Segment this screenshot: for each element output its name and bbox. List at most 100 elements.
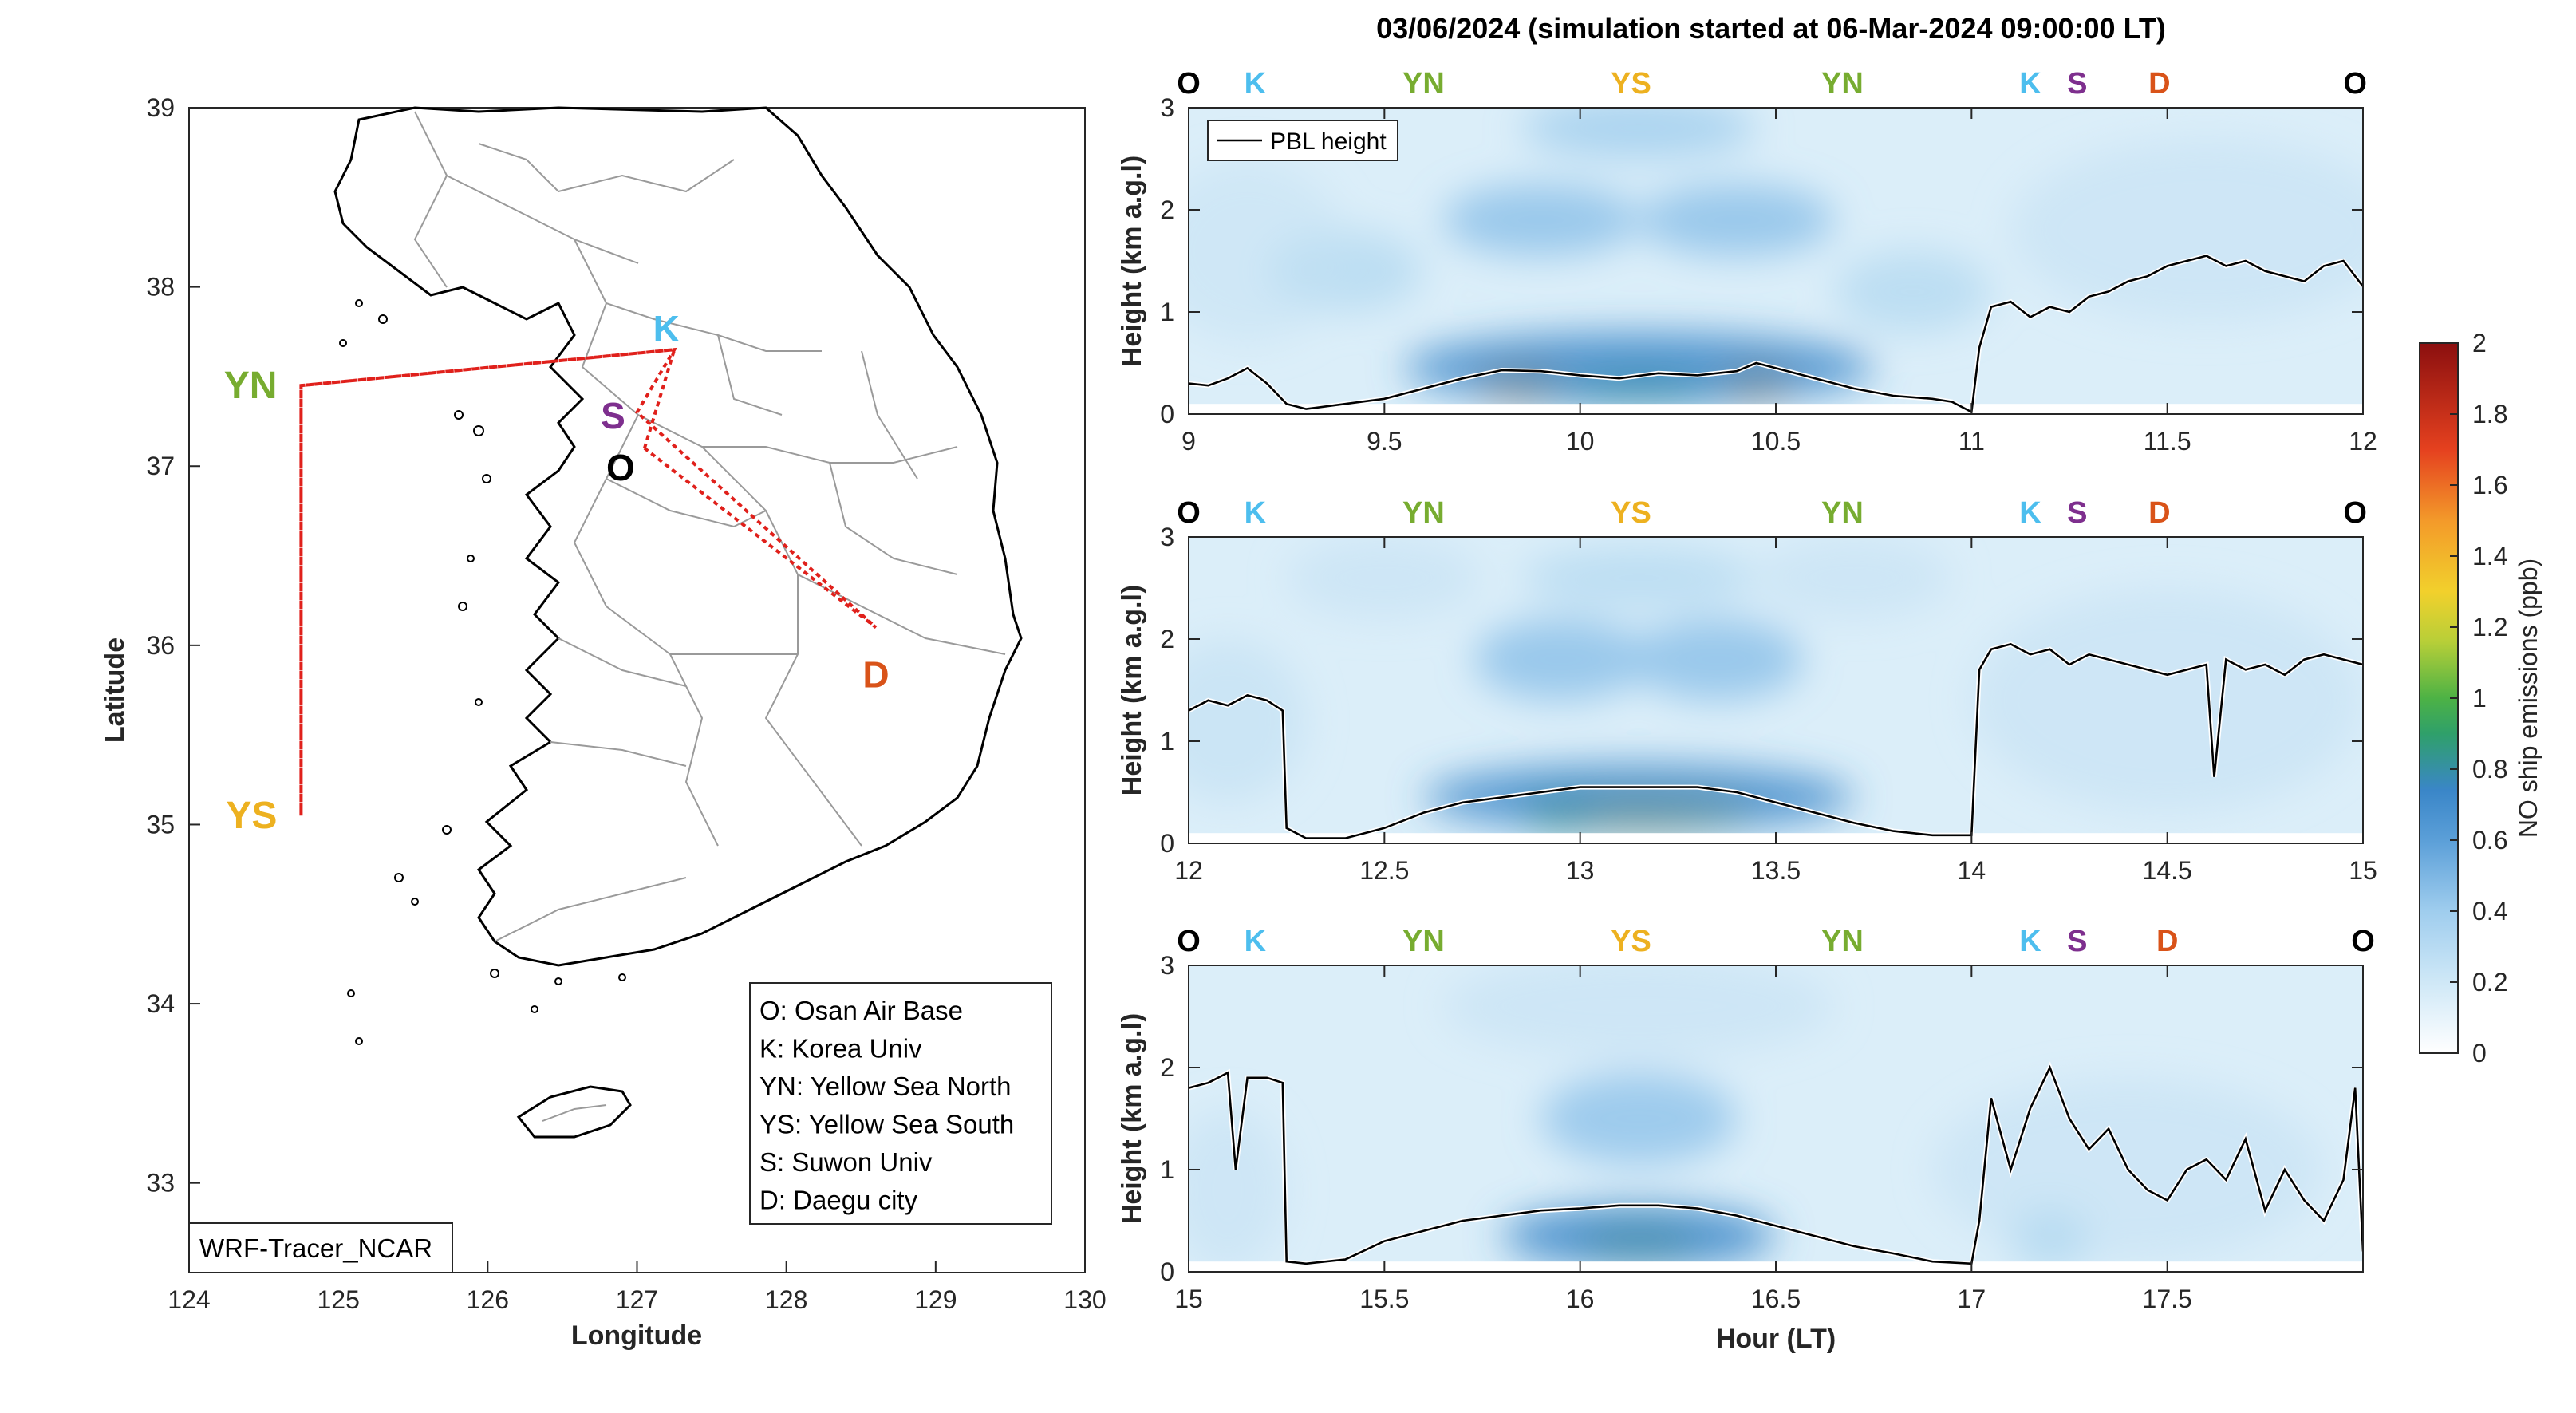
curtain-blob [1631, 618, 1804, 701]
map-y-tick-label: 38 [146, 273, 175, 302]
curtain-y-tick-label: 2 [1160, 1053, 1174, 1082]
site-legend-entry: YN: Yellow Sea North [759, 1072, 1012, 1101]
curtain-y-tick-label: 2 [1160, 625, 1174, 653]
curtain-blob [1540, 1072, 1737, 1165]
curtain-blob [1971, 588, 2363, 813]
colorbar-tick-label: 1.2 [2472, 613, 2507, 641]
curtain-x-tick-label: 10 [1566, 427, 1595, 456]
map-x-ticks: 124 125 126 127 128 129 130 [168, 1261, 1107, 1314]
site-legend-entry: S: Suwon Univ [759, 1147, 933, 1177]
curtain-y-tick-label: 3 [1160, 523, 1174, 551]
curtain-blob [1834, 251, 1991, 333]
emission-curtain [1189, 965, 2363, 1272]
curtain-x-tick-label: 12 [2349, 427, 2377, 456]
flight-track [299, 347, 878, 816]
curtain-y-label: Height (km a.g.l) [1117, 585, 1147, 795]
site-marker-o: O [1177, 496, 1201, 530]
site-label-s: S [601, 395, 625, 436]
curtain-x-tick-label: 12 [1174, 856, 1203, 885]
curtain-x-tick-label: 15.5 [1359, 1285, 1409, 1313]
map-x-tick-label: 126 [467, 1285, 509, 1314]
site-label-yn: YN [224, 365, 278, 407]
site-marker-ys: YS [1611, 67, 1651, 101]
curtain-blob [1756, 537, 1952, 619]
curtain-blob [1189, 639, 1307, 803]
pbl-height-line [1189, 255, 2363, 414]
curtain-panel-3: 15 15.5 16 16.5 17 17.5 0 1 2 3 Height (km a.g.l) O… [1117, 925, 2375, 1354]
model-label-box [188, 1222, 453, 1273]
curtain-y-label: Height (km a.g.l) [1117, 156, 1147, 366]
site-legend: O: Osan Air Base K: Korea Univ YN: Yellow … [759, 996, 1014, 1215]
curtain-y-tick-label: 1 [1160, 1155, 1174, 1184]
curtain-x-tick-label: 10.5 [1751, 427, 1801, 456]
map-x-tick-label: 127 [616, 1285, 658, 1314]
map-x-tick-label: 129 [914, 1285, 957, 1314]
jeju-boundary [542, 1104, 607, 1122]
site-label-ys: YS [226, 795, 277, 837]
colorbar-tick-label: 0.6 [2472, 826, 2507, 855]
curtain-blob [1403, 332, 1874, 405]
colorbar-tick-label: 1.8 [2472, 400, 2507, 428]
site-marker-s: S [2067, 496, 2087, 530]
map-x-tick-label: 128 [765, 1285, 807, 1314]
jeju-island [516, 1085, 632, 1139]
site-legend-entry: D: Daegu city [759, 1186, 918, 1215]
site-marker-k: K [2019, 925, 2041, 958]
map-y-tick-label: 35 [146, 810, 175, 839]
curtain-blob [1639, 184, 1835, 256]
map-x-label: Longitude [571, 1320, 702, 1351]
site-marker-yn: YN [1821, 67, 1864, 101]
site-legend-entry: O: Osan Air Base [759, 996, 963, 1025]
site-labels: YN YS K SO D [224, 308, 890, 837]
curtain-x-label: Hour (LT) [1716, 1324, 1836, 1354]
curtain-blob [1474, 618, 1647, 701]
curtain-y-tick-label: 0 [1160, 400, 1174, 428]
site-marker-s: S [2067, 67, 2087, 101]
site-marker-k: K [1245, 67, 1267, 101]
curtain-x-tick-label: 9 [1181, 427, 1196, 456]
site-marker-ys: YS [1611, 925, 1651, 958]
curtain-y-tick-label: 0 [1160, 1257, 1174, 1286]
site-legend-entry: YS: Yellow Sea South [759, 1110, 1014, 1139]
curtain-x-tick-label: 15 [1174, 1285, 1203, 1313]
curtain-field [1189, 537, 2363, 834]
site-marker-o: O [1177, 67, 1201, 101]
curtain-y-label: Height (km a.g.l) [1117, 1013, 1147, 1224]
colorbar-tick-label: 1.4 [2472, 542, 2507, 570]
site-marker-yn: YN [1402, 67, 1445, 101]
figure-title: 03/06/2024 (simulation started at 06-Mar… [1376, 12, 2166, 45]
curtain-x-tick-label: 11 [1959, 427, 1985, 456]
curtain-blob [1286, 537, 1483, 619]
curtain-x-tick-label: 14 [1958, 856, 1986, 885]
curtain-x-tick-label: 12.5 [1359, 856, 1409, 885]
colorbar-tick-label: 1.6 [2472, 471, 2507, 499]
colorbar-tick-label: 0.2 [2472, 968, 2507, 997]
model-label: WRF-Tracer_NCAR [199, 1233, 432, 1263]
curtain-blob [2010, 1210, 2089, 1272]
colorbar: 0 0.2 0.4 0.6 0.8 1 1.2 1.4 1.6 1.8 2 NO ship emis… [2419, 329, 2542, 1068]
site-marker-o: O [1177, 925, 1201, 958]
curtain-field [1189, 108, 2363, 405]
province-boundaries [413, 111, 1006, 942]
site-marker-o: O [2343, 496, 2367, 530]
map-y-tick-label: 33 [146, 1169, 175, 1198]
site-marker-k: K [2019, 496, 2041, 530]
map-y-tick-label: 34 [146, 989, 175, 1018]
curtain-x-tick-label: 17 [1958, 1285, 1986, 1313]
site-marker-ys: YS [1611, 496, 1651, 530]
site-marker-yn: YN [1402, 496, 1445, 530]
site-marker-d: D [2148, 496, 2170, 530]
curtain-blob [1521, 547, 1757, 609]
curtain-blob [2010, 138, 2363, 322]
map-x-tick-label: 124 [168, 1285, 210, 1314]
map-y-label: Latitude [100, 637, 130, 743]
curtain-x-tick-label: 13.5 [1751, 856, 1801, 885]
colorbar-tick-label: 0.4 [2472, 897, 2507, 926]
map-y-ticks: 33 34 35 36 37 38 39 [146, 93, 200, 1198]
site-marker-d: D [2148, 67, 2170, 101]
korea-coastline [333, 106, 1023, 967]
